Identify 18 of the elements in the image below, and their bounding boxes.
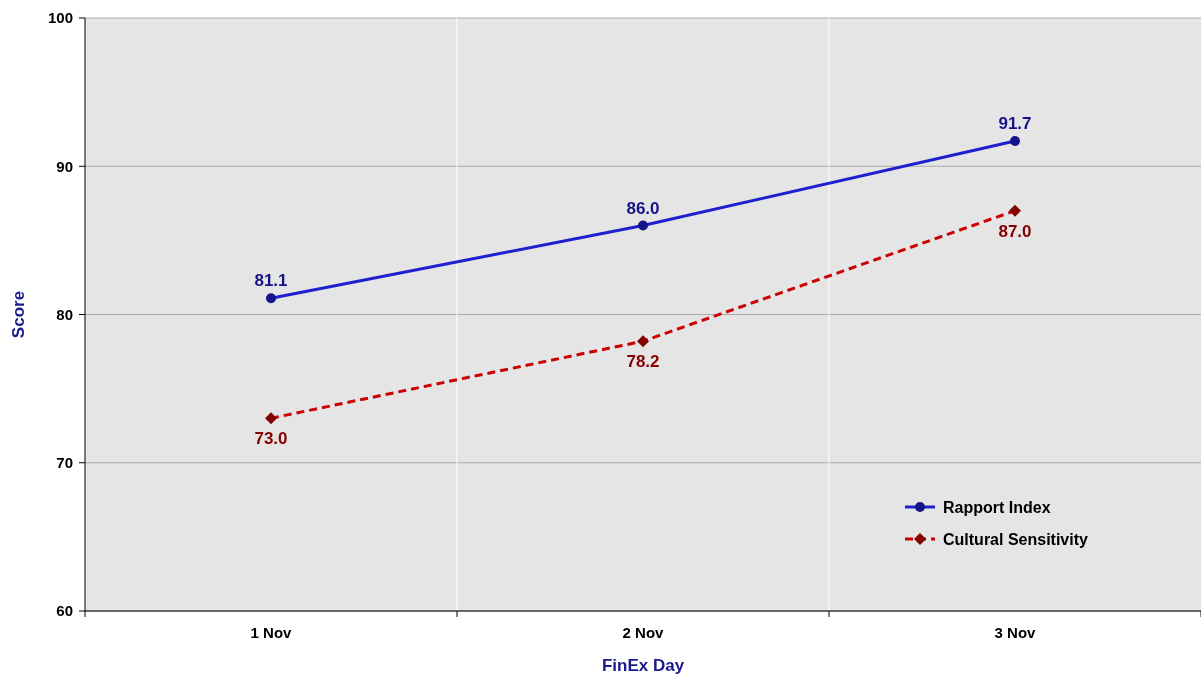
x-tick-label: 3 Nov [994, 624, 1037, 641]
x-tick-label: 1 Nov [250, 624, 293, 641]
legend-label: Cultural Sensitivity [943, 530, 1089, 548]
x-axis-title: FinEx Day [601, 656, 685, 675]
data-label: 81.1 [254, 271, 288, 291]
data-label: 73.0 [254, 429, 288, 449]
y-tick-label: 70 [56, 454, 73, 471]
data-label: 91.7 [998, 114, 1032, 134]
data-label: 78.2 [626, 352, 660, 372]
y-tick-label: 100 [47, 9, 73, 27]
legend-label: Rapport Index [943, 498, 1051, 516]
x-tick-label: 2 Nov [622, 624, 665, 641]
y-tick-label: 90 [56, 157, 73, 175]
y-tick-label: 80 [56, 305, 73, 323]
y-tick-label: 60 [56, 602, 73, 620]
y-axis-title: Score [9, 290, 28, 339]
data-label: 86.0 [626, 198, 660, 218]
data-label: 87.0 [998, 221, 1032, 241]
